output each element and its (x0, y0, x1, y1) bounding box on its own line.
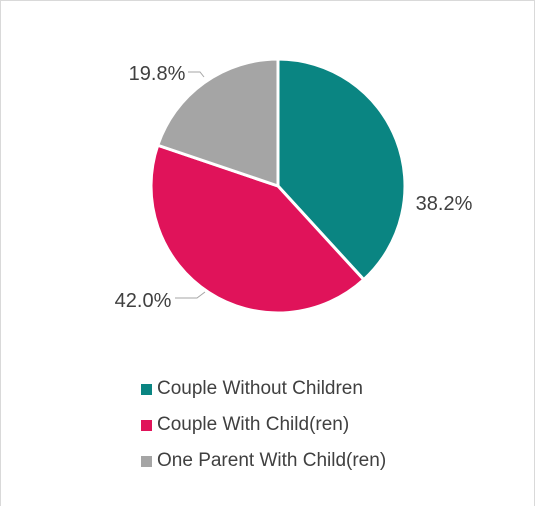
data-label-3: 19.8% (129, 63, 186, 85)
leader-line-2 (175, 291, 206, 299)
legend-label: Couple With Child(ren) (157, 414, 350, 435)
legend-item-one-parent-with-children: One Parent With Child(ren) (141, 443, 386, 479)
legend-swatch (141, 419, 152, 431)
legend-swatch (141, 455, 152, 467)
data-label-1: 38.2% (416, 193, 473, 215)
legend-item-couple-with-children: Couple With Child(ren) (141, 407, 386, 443)
legend-item-couple-without-children: Couple Without Children (141, 371, 386, 407)
legend-label: One Parent With Child(ren) (157, 450, 387, 471)
pie-slice-3 (156, 57, 280, 188)
legend-label: Couple Without Children (157, 378, 363, 399)
legend: Couple Without Children Couple With Chil… (141, 371, 386, 479)
leader-line-3 (188, 71, 205, 78)
pie-slice-1 (276, 57, 407, 282)
pie-slice-2 (149, 143, 366, 315)
data-label-2: 42.0% (115, 290, 172, 312)
pie-chart: 38.2% 42.0% 19.8% (115, 57, 473, 315)
legend-swatch (141, 383, 152, 395)
